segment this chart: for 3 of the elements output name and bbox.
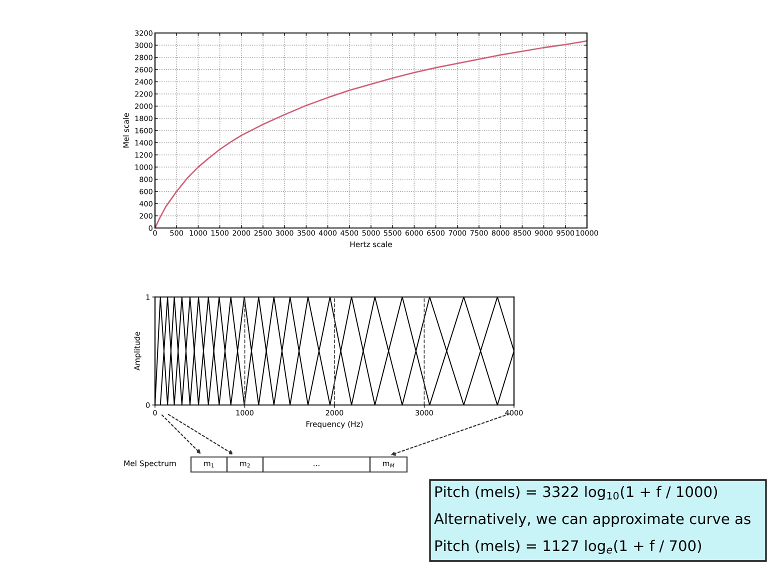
text: Pitch (mels) = 3322 log$_{10}$(1 + f / 1000) <box>435 486 717 500</box>
text: Alternatively, we can approximate curve as <box>434 512 750 528</box>
text: Pitch (mels) = 1127 log$_{e}$(1 + f / 700) <box>435 540 702 554</box>
